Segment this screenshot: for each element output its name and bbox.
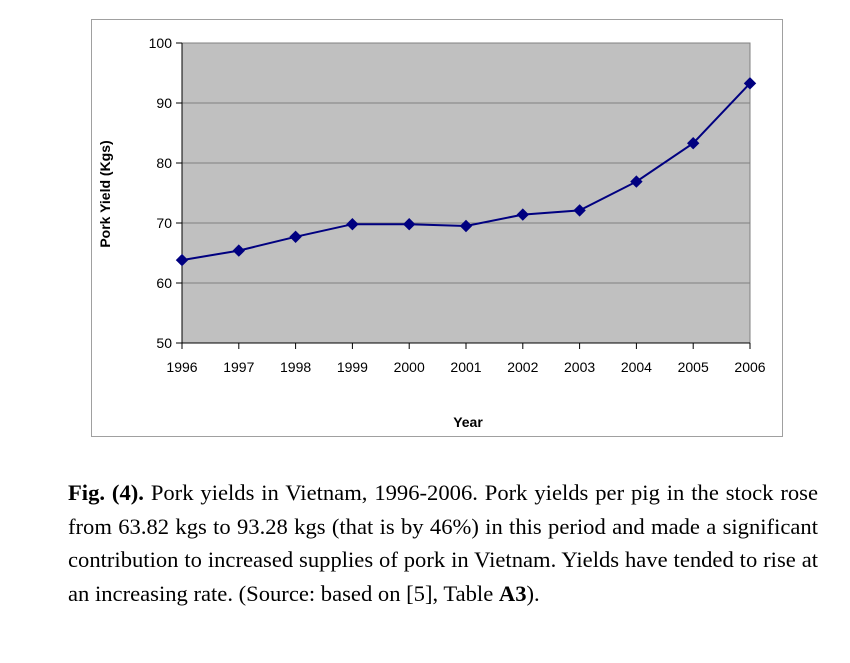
pork-yield-chart: 50 60 70 80 90 100 1996 1997 1998 1999 2000 2001 20… <box>97 35 766 430</box>
x-tick-labels: 1996 1997 1998 1999 2000 2001 2002 2003 2004 2005… <box>166 359 765 375</box>
data-point-2006 <box>743 77 757 90</box>
x-tick-label-2001: 2001 <box>450 359 481 375</box>
x-tick-label-2002: 2002 <box>507 359 538 375</box>
plot-area <box>181 42 751 344</box>
table-reference: A3 <box>498 580 527 606</box>
data-point-2002 <box>516 208 530 221</box>
x-tick-label-1998: 1998 <box>280 359 311 375</box>
series-layer <box>175 77 757 267</box>
x-tick-label-2000: 2000 <box>394 359 425 375</box>
x-tick-label-1999: 1999 <box>337 359 368 375</box>
data-point-2003 <box>573 204 586 217</box>
y-tick-label-60: 60 <box>156 275 172 291</box>
x-tick-label-2006: 2006 <box>734 359 765 375</box>
figure-caption: Fig. (4). Pork yields in Vietnam, 1996-2… <box>68 476 818 610</box>
axes <box>176 42 751 349</box>
y-tick-label-100: 100 <box>149 35 173 51</box>
data-point-2004 <box>630 175 643 188</box>
data-point-1998 <box>289 230 302 244</box>
y-tick-label-90: 90 <box>156 95 172 111</box>
y-tick-label-70: 70 <box>156 215 172 231</box>
y-tick-labels: 50 60 70 80 90 100 <box>149 35 173 351</box>
y-tick-label-80: 80 <box>156 155 172 171</box>
x-axis-title: Year <box>453 414 483 430</box>
x-tick-label-1997: 1997 <box>223 359 254 375</box>
data-point-2005 <box>686 136 700 150</box>
figure-label: Fig. (4). <box>68 480 144 505</box>
y-tick-label-50: 50 <box>156 335 172 351</box>
data-point-2001 <box>459 219 473 233</box>
x-tick-label-2003: 2003 <box>564 359 595 375</box>
x-tick-label-2004: 2004 <box>621 359 652 375</box>
data-point-1997 <box>232 244 246 257</box>
data-point-1996 <box>175 253 189 267</box>
x-tick-label-2005: 2005 <box>678 359 709 375</box>
caption-closing: ). <box>526 580 540 606</box>
data-point-1999 <box>346 217 359 231</box>
y-axis-title: Pork Yield (Kgs) <box>97 140 113 247</box>
caption-text: Pork yields in Vietnam, 1996-2006. Pork … <box>68 480 818 606</box>
data-point-2000 <box>402 217 416 231</box>
x-tick-label-1996: 1996 <box>166 359 197 375</box>
